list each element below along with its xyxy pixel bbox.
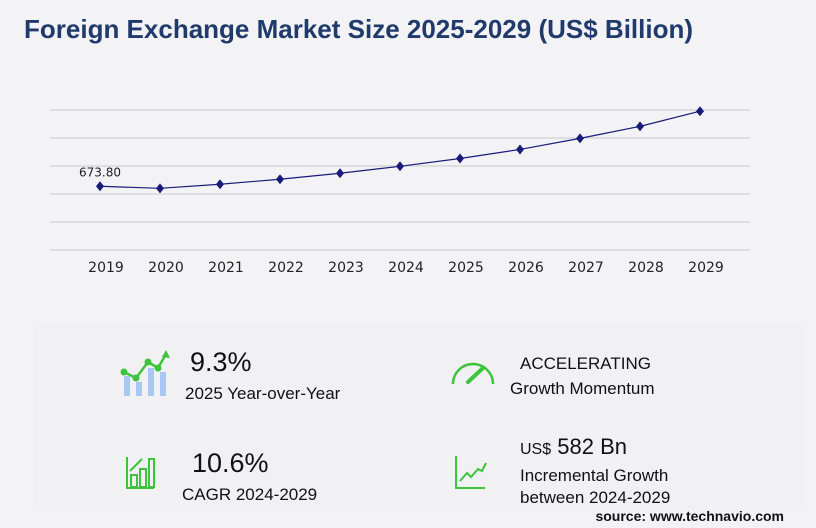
data-point [576,133,584,144]
currency-prefix: US$ [520,441,552,458]
data-point [456,153,464,164]
data-point [696,106,704,117]
x-tick-label: 2021 [208,260,244,276]
bar-growth-icon [126,457,155,489]
data-point [636,121,644,132]
incremental-label-1: Incremental Growth [520,466,669,485]
trend-line-icon [455,456,487,489]
incremental-amount: 582 Bn [557,434,627,459]
momentum-value: ACCELERATING [520,354,651,373]
cagr-value: 10.6% [192,448,269,478]
x-tick-label: 2019 [88,260,124,276]
yoy-label: 2025 Year-over-Year [185,384,341,403]
data-point [396,161,404,172]
x-tick-label: 2022 [268,260,304,276]
speedometer-icon [451,362,495,385]
series-line [99,110,701,189]
growth-chart-icon [120,350,170,396]
x-tick-label: 2027 [568,260,604,276]
stats-panel [34,325,804,510]
x-tick-label: 2029 [688,260,724,276]
momentum-label: Growth Momentum [510,379,655,398]
data-point [216,179,224,190]
incremental-label-2: between 2024-2029 [520,488,671,507]
x-tick-label: 2025 [448,260,484,276]
chart-title: Foreign Exchange Market Size 2025-2029 (… [24,14,694,44]
x-tick-label: 2024 [388,260,424,276]
x-tick-label: 2026 [508,260,544,276]
data-point [276,174,284,185]
cagr-label: CAGR 2024-2029 [182,485,318,504]
incremental-value: US$ 582 Bn [520,434,627,460]
data-point [96,181,104,192]
data-point [516,144,524,155]
x-tick-label: 2028 [628,260,664,276]
data-point [156,183,164,194]
yoy-value: 9.3% [190,347,252,377]
data-point [336,168,344,179]
data-label: 673.80 [79,165,121,179]
x-tick-label: 2020 [148,260,184,276]
x-tick-label: 2023 [328,260,364,276]
line-chart: 2019 673.80 2020 2021 2022 2023 2024 2025 2026 20… [50,106,750,276]
source-text: source: www.technavio.com [595,508,784,524]
